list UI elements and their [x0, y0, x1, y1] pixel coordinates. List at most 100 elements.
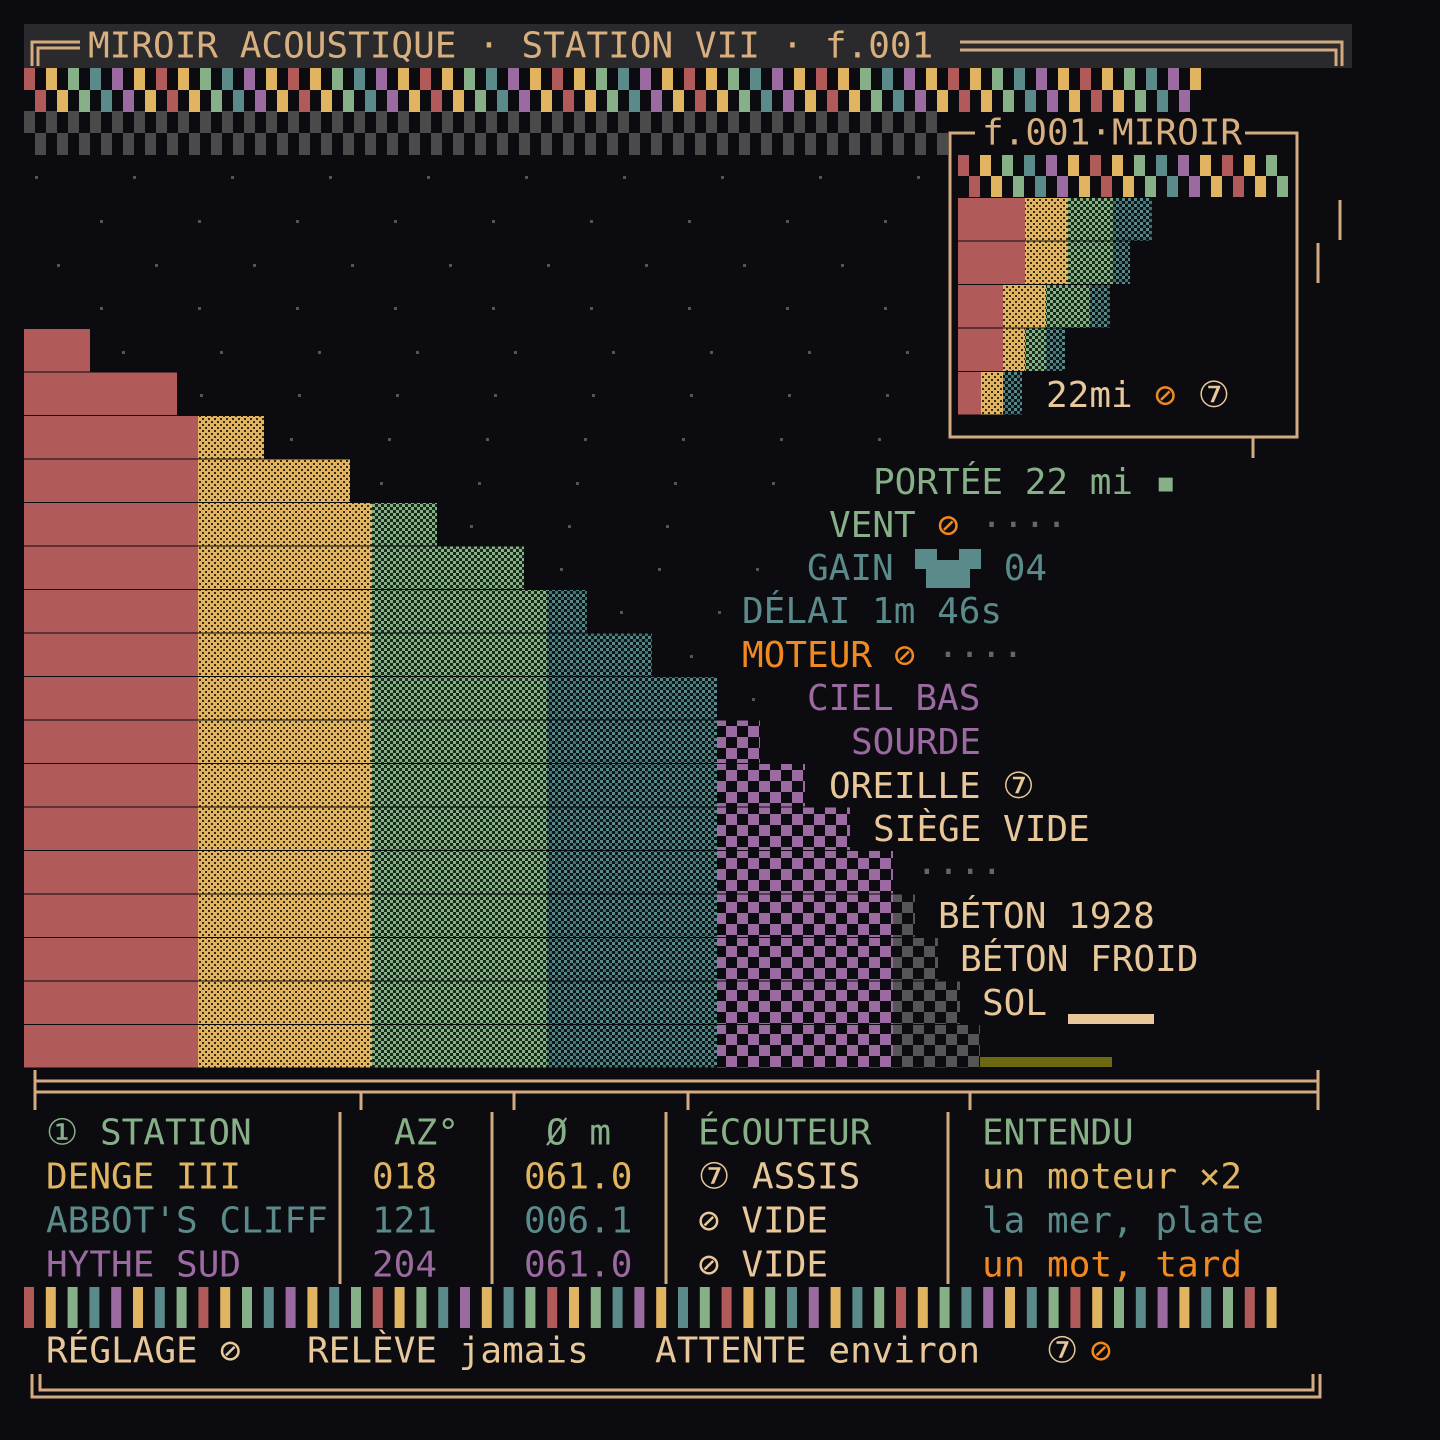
stair-cell: [547, 851, 717, 894]
stripe: [1026, 1287, 1037, 1328]
checker-cell: [959, 90, 970, 112]
checker-cell: [838, 111, 849, 133]
checker-cell: [453, 133, 464, 155]
checker-cell: [365, 90, 376, 112]
checker-cell: [618, 111, 629, 133]
inset-checker: [1090, 155, 1101, 176]
checker-cell: [783, 90, 794, 112]
checker-cell: [1003, 90, 1014, 112]
stair-cell: [717, 720, 760, 763]
stair-cell: [893, 894, 915, 937]
checker-cell: [1146, 68, 1157, 90]
table-cell: la mer, plate: [982, 1201, 1264, 1242]
checker-cell: [849, 90, 860, 112]
table-cell: ⊘ VIDE: [698, 1245, 828, 1286]
inset-checker: [1222, 155, 1233, 176]
checker-cell: [893, 133, 904, 155]
checker-cell: [68, 68, 79, 90]
dot: [917, 176, 920, 179]
table-cell: HYTHE SUD: [46, 1245, 241, 1286]
checker-cell: [695, 90, 706, 112]
table-cell: ⊘ VIDE: [698, 1201, 828, 1242]
stripe: [656, 1287, 667, 1328]
checker-cell: [772, 111, 783, 133]
stripe: [263, 1287, 274, 1328]
checker-cell: [178, 111, 189, 133]
stair-cell: [198, 894, 372, 937]
checker-cell: [981, 90, 992, 112]
checker-cell: [750, 68, 761, 90]
checker-cell: [794, 111, 805, 133]
stripe: [1244, 1287, 1255, 1328]
checker-cell: [354, 68, 365, 90]
checker-cell: [57, 90, 68, 112]
checker-cell: [596, 111, 607, 133]
side-label: SOURDE: [851, 722, 981, 763]
stripe: [743, 1287, 754, 1328]
dot: [756, 568, 759, 571]
stripe: [852, 1287, 863, 1328]
checker-cell: [167, 133, 178, 155]
checker-cell: [1025, 90, 1036, 112]
dot: [584, 438, 587, 441]
checker-cell: [255, 133, 266, 155]
dot: [133, 176, 136, 179]
stair-cell: [372, 981, 547, 1024]
checker-cell: [904, 111, 915, 133]
dot: [380, 482, 383, 485]
checker-cell: [739, 133, 750, 155]
gain-glyph: [959, 549, 981, 569]
inset-stair: [1025, 328, 1046, 371]
side-label-part: BÉTON FROID: [960, 938, 1198, 980]
inset-stair: [1090, 285, 1110, 328]
inset-stair: [958, 328, 1003, 371]
checker-cell: [277, 90, 288, 112]
stair-cell: [24, 894, 198, 937]
stripe: [242, 1287, 252, 1328]
stripe: [67, 1287, 78, 1328]
checker-cell: [112, 68, 123, 90]
side-label-part: ····: [937, 635, 1024, 676]
checker-cell: [805, 133, 816, 155]
side-label-part: SOURDE: [851, 722, 981, 763]
table-cell: 061.0: [524, 1157, 632, 1198]
checker-cell: [68, 111, 79, 133]
stair-cell: [547, 938, 717, 981]
stair-cell: [717, 981, 893, 1024]
checker-cell: [662, 68, 673, 90]
checker-cell: [871, 133, 882, 155]
checker-cell: [838, 68, 849, 90]
checker-cell: [860, 68, 871, 90]
checker-cell: [1080, 68, 1091, 90]
stripe: [133, 1287, 143, 1328]
table-cell: ABBOT'S CLIFF: [46, 1201, 328, 1242]
inset-title: f.001·MIROIR: [982, 113, 1242, 154]
stair-cell: [24, 503, 198, 546]
dot: [296, 220, 299, 223]
checker-cell: [552, 111, 563, 133]
stripe: [787, 1287, 797, 1328]
inset-caption-part: ⊘: [1154, 375, 1176, 416]
inset-checker: [1057, 176, 1068, 197]
stair-cell: [547, 894, 717, 937]
stair-cell: [372, 720, 547, 763]
title-bar: [24, 24, 1352, 68]
checker-cell: [651, 90, 662, 112]
inset-stair: [958, 198, 1025, 241]
checker-cell: [508, 111, 519, 133]
table-cell: un moteur ×2: [982, 1157, 1242, 1198]
checker-cell: [486, 68, 497, 90]
stair-cell: [372, 807, 547, 850]
checker-cell: [156, 111, 167, 133]
stair-cell: [198, 633, 372, 676]
checker-cell: [167, 90, 178, 112]
checker-cell: [453, 90, 464, 112]
checker-cell: [178, 68, 189, 90]
stair-cell: [24, 329, 90, 372]
checker-cell: [849, 133, 860, 155]
dot: [492, 307, 495, 310]
checker-cell: [464, 111, 475, 133]
side-label: GAIN 04: [807, 548, 1047, 589]
checker-cell: [211, 133, 222, 155]
stripe: [896, 1287, 906, 1328]
